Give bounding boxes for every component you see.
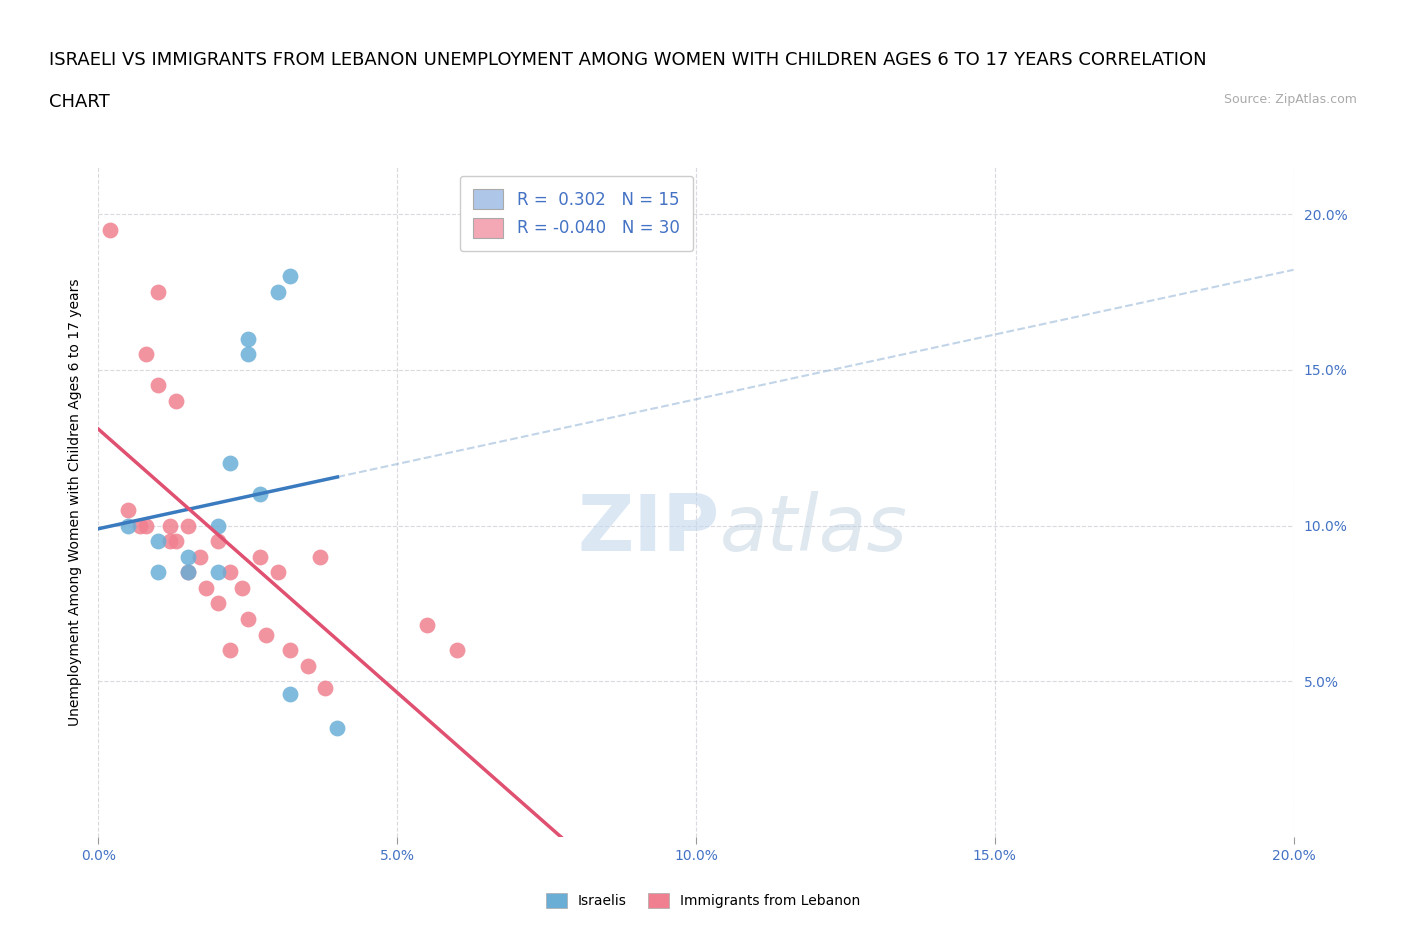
Point [315, 680, 337, 695]
Point [117, 518, 139, 533]
Point [326, 721, 349, 736]
Point [446, 643, 468, 658]
Point [219, 565, 242, 579]
Point [117, 502, 139, 517]
Point [207, 518, 229, 533]
Point [278, 269, 301, 284]
Text: ISRAELI VS IMMIGRANTS FROM LEBANON UNEMPLOYMENT AMONG WOMEN WITH CHILDREN AGES 6: ISRAELI VS IMMIGRANTS FROM LEBANON UNEMP… [49, 51, 1206, 69]
Point [219, 643, 242, 658]
Point [135, 518, 157, 533]
Point [236, 331, 259, 346]
Point [195, 580, 218, 595]
Text: ZIP: ZIP [578, 491, 720, 567]
Point [267, 285, 290, 299]
Text: atlas: atlas [720, 491, 908, 567]
Point [188, 550, 211, 565]
Y-axis label: Unemployment Among Women with Children Ages 6 to 17 years: Unemployment Among Women with Children A… [69, 278, 83, 726]
Point [100, 222, 122, 237]
Point [308, 550, 330, 565]
Point [267, 565, 290, 579]
Point [219, 456, 242, 471]
Point [249, 550, 271, 565]
Text: Source: ZipAtlas.com: Source: ZipAtlas.com [1223, 93, 1357, 106]
Point [177, 565, 200, 579]
Point [165, 393, 187, 408]
Text: CHART: CHART [49, 93, 110, 111]
Point [177, 565, 200, 579]
Legend: R =  0.302   N = 15, R = -0.040   N = 30: R = 0.302 N = 15, R = -0.040 N = 30 [460, 176, 693, 251]
Legend: Israelis, Immigrants from Lebanon: Israelis, Immigrants from Lebanon [540, 888, 866, 914]
Point [207, 596, 229, 611]
Point [177, 550, 200, 565]
Point [278, 643, 301, 658]
Point [254, 627, 277, 642]
Point [416, 618, 439, 632]
Point [249, 487, 271, 502]
Point [148, 378, 170, 392]
Point [148, 285, 170, 299]
Point [231, 580, 253, 595]
Point [177, 518, 200, 533]
Point [148, 534, 170, 549]
Point [207, 565, 229, 579]
Point [159, 518, 181, 533]
Point [236, 612, 259, 627]
Point [129, 518, 152, 533]
Point [236, 347, 259, 362]
Point [135, 347, 157, 362]
Point [165, 534, 187, 549]
Point [207, 534, 229, 549]
Point [159, 534, 181, 549]
Point [148, 565, 170, 579]
Point [297, 658, 319, 673]
Point [278, 686, 301, 701]
